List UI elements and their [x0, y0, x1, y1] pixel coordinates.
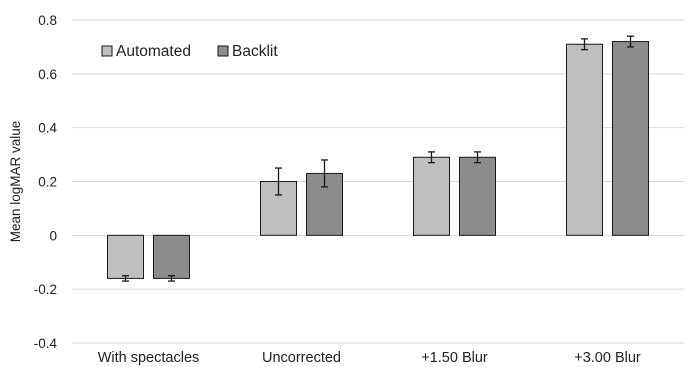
y-tick-label: 0: [49, 228, 57, 243]
legend-label-automated: Automated: [116, 43, 191, 60]
legend-swatch-automated: [101, 45, 113, 57]
bar-backlit-3: [612, 41, 649, 236]
legend: Automated Backlit: [101, 43, 278, 60]
bar-backlit-2: [459, 156, 496, 236]
bar-backlit-0: [153, 234, 190, 279]
bar-automated-2: [413, 156, 450, 236]
bar-automated-3: [566, 43, 603, 236]
y-tick-label: -0.4: [34, 336, 58, 351]
bar-automated-0: [107, 234, 144, 279]
x-category-label: +3.00 Blur: [574, 350, 641, 366]
x-category-label: +1.50 Blur: [421, 350, 488, 366]
legend-swatch-backlit: [217, 45, 229, 57]
y-tick-label: 0.6: [38, 67, 57, 82]
y-tick-label: 0.8: [38, 13, 57, 28]
error-bars: [122, 35, 634, 282]
y-tick-label: -0.2: [34, 282, 57, 297]
x-category-label: Uncorrected: [262, 350, 341, 366]
y-tick-label: 0.4: [38, 121, 57, 136]
y-axis-title: Mean logMAR value: [8, 121, 23, 243]
y-tick-label: 0.2: [38, 175, 57, 190]
x-category-labels: With spectacles Uncorrected +1.50 Blur +3.0…: [98, 350, 641, 366]
x-category-label: With spectacles: [98, 350, 200, 366]
legend-label-backlit: Backlit: [232, 43, 278, 60]
y-tick-labels: -0.4 -0.2 0 0.2 0.4 0.6 0.8: [34, 13, 58, 351]
bars: [107, 41, 649, 279]
